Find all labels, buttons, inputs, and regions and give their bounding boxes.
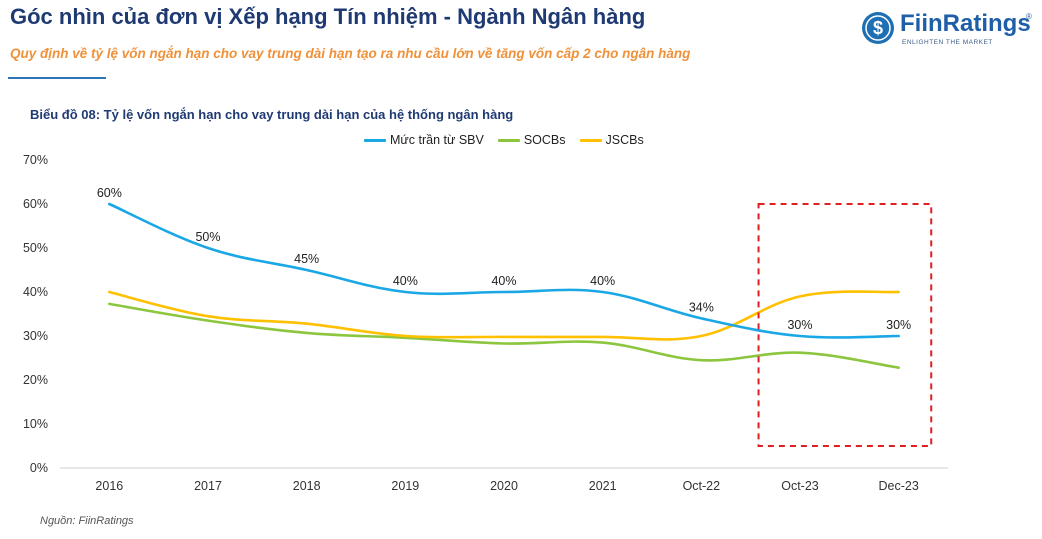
data-label-sbv: 60%	[97, 186, 122, 200]
x-tick-label: Dec-23	[879, 479, 919, 493]
y-tick-label: 60%	[23, 197, 48, 211]
x-tick-label: 2016	[95, 479, 123, 493]
legend-label-sbv: Mức trần từ SBV	[390, 133, 484, 147]
data-label-sbv: 45%	[294, 252, 319, 266]
data-label-sbv: 30%	[787, 318, 812, 332]
x-tick-label: 2017	[194, 479, 222, 493]
y-tick-label: 10%	[23, 417, 48, 431]
x-tick-label: 2021	[589, 479, 617, 493]
page-title: Góc nhìn của đơn vị Xếp hạng Tín nhiệm -…	[10, 4, 646, 29]
data-label-sbv: 40%	[590, 274, 615, 288]
legend-label-socbs: SOCBs	[523, 133, 566, 147]
y-tick-label: 70%	[23, 153, 48, 167]
data-label-sbv: 34%	[689, 300, 714, 314]
x-tick-label: 2018	[293, 479, 321, 493]
series-line-jscbs	[108, 290, 900, 341]
data-label-sbv: 30%	[886, 318, 911, 332]
logo-wordmark: FiinRatings	[900, 10, 1031, 37]
legend-item-sbv: Mức trần từ SBV	[364, 133, 484, 147]
legend-swatch-sbv	[364, 138, 386, 142]
y-tick-label: 50%	[23, 241, 48, 255]
legend-label-jscbs: JSCBs	[605, 133, 644, 147]
logo-mark-glyph: $	[873, 18, 883, 38]
logo-registered-mark: ®	[1026, 12, 1032, 21]
logo-mark-icon: $	[862, 12, 894, 44]
logo-tagline: ENLIGHTEN THE MARKET	[902, 39, 993, 46]
fiinratings-logo: $ FiinRatings ® ENLIGHTEN THE MARKET	[862, 10, 1032, 50]
highlight-box	[757, 203, 933, 447]
page-subtitle: Quy định về tỷ lệ vốn ngắn hạn cho vay t…	[10, 46, 691, 61]
data-label-sbv: 40%	[393, 274, 418, 288]
source-note: Nguồn: FiinRatings	[40, 515, 134, 527]
data-label-sbv: 50%	[195, 230, 220, 244]
legend-swatch-jscbs	[579, 138, 602, 142]
title-underline	[8, 77, 106, 79]
data-label-sbv: 40%	[491, 274, 516, 288]
legend-item-jscbs: JSCBs	[579, 133, 644, 147]
y-tick-label: 0%	[30, 461, 48, 475]
x-tick-label: Oct-23	[781, 479, 819, 493]
y-tick-label: 30%	[23, 329, 48, 343]
legend-item-socbs: SOCBs	[497, 133, 566, 147]
series-line-socbs	[108, 302, 900, 369]
y-tick-label: 20%	[23, 373, 48, 387]
series-line-sbv	[108, 202, 900, 339]
y-tick-label: 40%	[23, 285, 48, 299]
x-tick-label: 2020	[490, 479, 518, 493]
x-tick-label: 2019	[391, 479, 419, 493]
chart-legend: Mức trần từ SBV SOCBs JSCBs	[364, 133, 644, 147]
legend-swatch-socbs	[497, 138, 520, 142]
chart-title: Biểu đồ 08: Tỷ lệ vốn ngắn hạn cho vay t…	[30, 107, 514, 122]
x-tick-label: Oct-22	[683, 479, 721, 493]
